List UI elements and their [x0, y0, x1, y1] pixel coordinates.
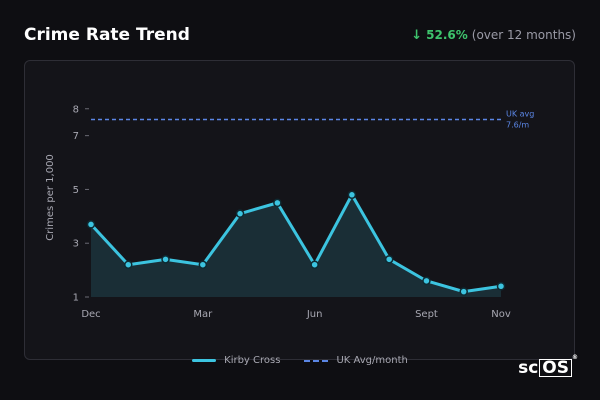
brand-logo: sc OS ® [518, 354, 578, 378]
data-point [161, 255, 170, 264]
y-tick-label: 3 [73, 239, 79, 250]
x-tick-label: Dec [81, 309, 100, 320]
data-point [496, 281, 506, 291]
data-point [235, 209, 245, 218]
legend: Kirby Cross UK Avg/month [0, 355, 600, 366]
y-axis-label: Crimes per 1,000 [45, 154, 56, 241]
x-tick-label: Mar [193, 309, 213, 320]
y-tick-label: 1 [73, 293, 79, 304]
reference-label: UK avg [506, 110, 534, 119]
series-area [91, 194, 501, 297]
brand-registered-mark: ® [572, 354, 578, 361]
x-tick-label: Nov [491, 309, 511, 320]
series-line [89, 193, 502, 294]
change-percentage: 52.6% [426, 28, 468, 42]
x-tick-label: Sept [415, 309, 438, 320]
x-tick-label: Jun [306, 309, 323, 320]
data-point [422, 276, 431, 286]
data-point [86, 220, 96, 229]
y-tick-label: 8 [73, 104, 79, 115]
brand-text: sc [518, 358, 539, 378]
legend-label-series: Kirby Cross [224, 355, 281, 366]
data-point [273, 198, 282, 208]
reference-value-label: 7.6/m [506, 121, 529, 130]
legend-item-kirby-cross[interactable]: Kirby Cross [192, 355, 280, 366]
data-point [124, 260, 133, 269]
data-point [347, 190, 357, 200]
down-arrow-icon: ↓ [411, 28, 423, 43]
data-point [198, 260, 208, 269]
data-point [384, 255, 394, 264]
legend-swatch-reference [304, 359, 329, 362]
brand-text-boxed: OS [539, 359, 572, 377]
y-tick-label: 5 [73, 185, 79, 196]
legend-label-reference: UK Avg/month [336, 355, 408, 366]
change-note: (over 12 months) [471, 28, 576, 42]
chart-panel [24, 60, 575, 360]
change-indicator: ↓ 52.6% (over 12 months) [411, 28, 576, 43]
y-tick-label: 7 [73, 131, 79, 142]
data-point [310, 260, 319, 269]
legend-swatch-series [192, 359, 217, 362]
chart-title: Crime Rate Trend [24, 25, 190, 45]
data-point [459, 287, 468, 296]
legend-item-uk-avg[interactable]: UK Avg/month [304, 355, 408, 366]
